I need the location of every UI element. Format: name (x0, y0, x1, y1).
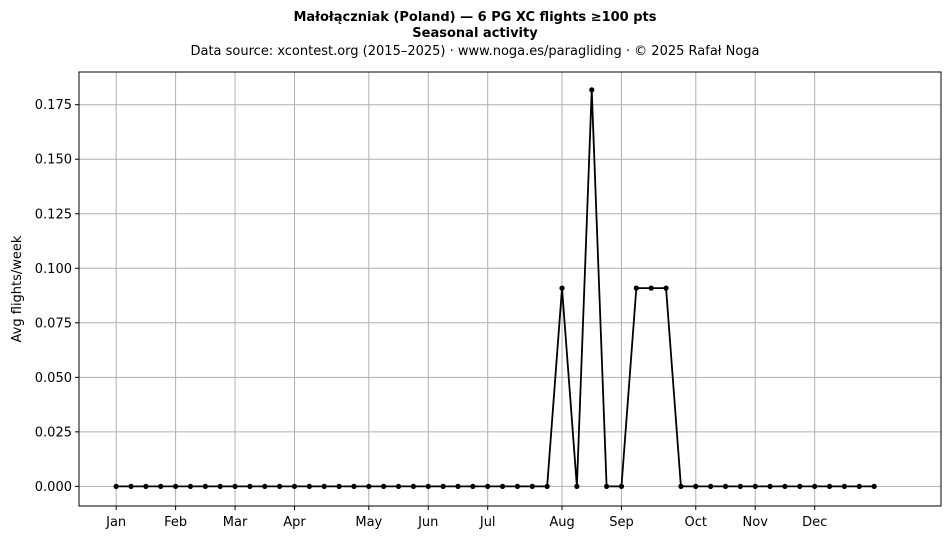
data-point (158, 483, 164, 489)
chart-source-line: Data source: xcontest.org (2015–2025) · … (190, 44, 759, 59)
x-tick-label: May (355, 515, 382, 530)
data-point (767, 483, 773, 489)
data-point (633, 285, 639, 291)
data-point (455, 483, 461, 489)
data-point (782, 483, 788, 489)
data-point (247, 483, 253, 489)
data-point (366, 483, 372, 489)
x-tick-label: Nov (743, 515, 769, 530)
data-point (544, 483, 550, 489)
y-tick-label: 0.175 (35, 98, 72, 113)
y-tick-label: 0.025 (35, 425, 72, 440)
data-point (841, 483, 847, 489)
series-line (116, 88, 875, 488)
data-point (485, 483, 491, 489)
data-point (797, 483, 803, 489)
data-point (514, 483, 521, 489)
data-point (395, 483, 402, 489)
data-point (113, 483, 119, 489)
data-point (856, 483, 862, 489)
data-point (291, 483, 298, 489)
data-point (217, 483, 223, 489)
chart-subtitle: Seasonal activity (412, 26, 538, 41)
data-point (618, 483, 625, 489)
x-tick-label: Sep (609, 515, 634, 530)
y-tick-label: 0.075 (35, 316, 72, 331)
data-point (529, 483, 535, 489)
data-point (752, 483, 758, 489)
data-point (440, 483, 446, 489)
data-series (113, 87, 877, 489)
data-point (128, 483, 134, 489)
data-point (321, 483, 327, 489)
x-tick-label: Feb (164, 515, 187, 530)
data-point (812, 483, 818, 489)
chart-title: Małołączniak (Poland) — 6 PG XC flights … (293, 10, 656, 25)
data-point (737, 483, 743, 489)
data-point (574, 483, 580, 489)
data-point (708, 483, 714, 489)
data-point (648, 285, 654, 291)
data-point (351, 483, 357, 489)
data-point (143, 483, 149, 489)
y-tick-label: 0.000 (35, 480, 72, 495)
grid (79, 72, 941, 506)
x-tick-label: Dec (802, 515, 827, 530)
data-point (381, 483, 387, 489)
x-tick-label: Jun (417, 515, 438, 530)
axis-ticks: Jan Feb Mar Apr May Jun Jul Aug Sep Oct Nov Dec 0.00… (35, 98, 827, 530)
y-tick-label: 0.100 (35, 262, 72, 277)
y-tick-label: 0.150 (35, 153, 72, 168)
data-point (678, 483, 684, 489)
data-point (589, 87, 595, 93)
data-point (410, 483, 416, 489)
x-tick-label: Aug (549, 515, 574, 530)
data-point (871, 483, 877, 489)
data-point (202, 483, 208, 489)
y-tick-label: 0.050 (35, 371, 72, 386)
data-point (173, 483, 179, 489)
data-point (277, 483, 283, 489)
data-point (559, 285, 565, 291)
x-tick-label: Jul (479, 515, 496, 530)
y-tick-label: 0.125 (35, 207, 72, 222)
data-point (826, 483, 833, 489)
data-point (499, 483, 506, 489)
data-point (336, 483, 342, 489)
data-point (663, 285, 669, 291)
data-point (232, 483, 238, 489)
y-axis-label: Avg flights/week (10, 235, 25, 342)
data-point (722, 483, 729, 489)
data-point (693, 483, 699, 489)
data-point (604, 483, 610, 489)
plot-frame (78, 71, 942, 507)
data-point (470, 483, 476, 489)
x-tick-label: Oct (685, 515, 707, 530)
data-point (425, 483, 431, 489)
data-point (187, 483, 194, 489)
data-point (262, 483, 268, 489)
x-tick-label: Jan (105, 515, 126, 530)
data-point (306, 483, 312, 489)
x-tick-label: Apr (283, 515, 306, 530)
x-tick-label: Mar (223, 515, 248, 530)
